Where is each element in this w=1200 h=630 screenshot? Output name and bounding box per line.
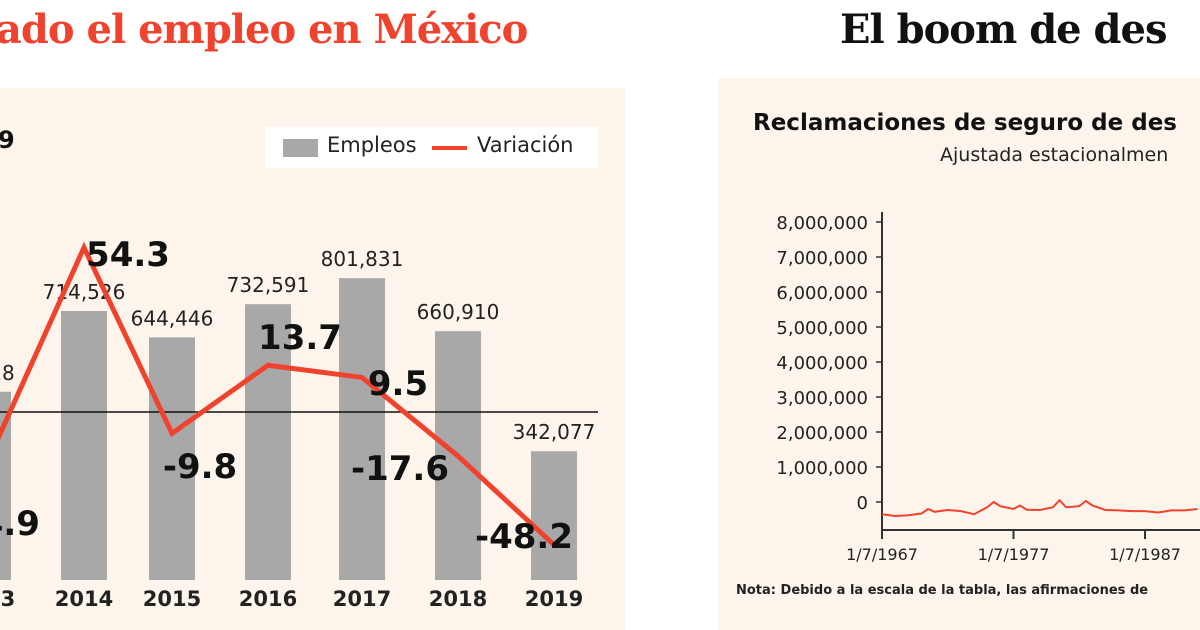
bar-2019 [531, 451, 577, 580]
x-tick-label: 1/7/1987 [1109, 545, 1181, 564]
bar-label-2013: 18 [0, 361, 15, 385]
variation-label-2013: 34.9 [0, 504, 40, 544]
bar-2016 [245, 304, 291, 580]
y-tick-label: 3,000,000 [776, 388, 868, 409]
x-tick-label: 1/7/1977 [978, 545, 1050, 564]
x-tick-2019: 2019 [525, 587, 583, 611]
x-tick-2018: 2018 [429, 587, 487, 611]
bar-2014 [61, 311, 107, 580]
right-title: El boom de des [840, 6, 1167, 53]
x-tick-label: 1/7/1967 [846, 545, 918, 564]
variation-label-2015: -9.8 [163, 447, 237, 487]
bar-2015 [149, 337, 195, 580]
right-chart-subtitle2: Ajustada estacionalmen [940, 144, 1169, 166]
variation-label-2014: 54.3 [86, 235, 170, 275]
y-tick-label: 1,000,000 [776, 458, 868, 479]
bar-label-2017: 801,831 [321, 247, 404, 271]
variation-label-2019: -48.2 [475, 517, 573, 557]
bar-label-2015: 644,446 [131, 306, 214, 330]
bar-2017 [339, 278, 385, 580]
claims-chart-panel [718, 78, 1200, 630]
x-tick-2017: 2017 [333, 587, 391, 611]
claims-line [881, 498, 1198, 518]
y-tick-label: 8,000,000 [776, 213, 868, 234]
bar-label-2014: 714,526 [43, 280, 126, 304]
bar-label-2019: 342,077 [513, 420, 596, 444]
left-title: ado el empleo en México [0, 6, 528, 53]
y-tick-label: 7,000,000 [776, 248, 868, 269]
variation-line [0, 241, 556, 547]
legend-bar-label: Empleos [327, 133, 417, 157]
right-chart-subtitle: Reclamaciones de seguro de des [753, 110, 1177, 136]
bar-label-2016: 732,591 [227, 273, 310, 297]
y-tick-label: 4,000,000 [776, 353, 868, 374]
x-tick-2014: 2014 [55, 587, 113, 611]
x-tick-2015: 2015 [143, 587, 201, 611]
bar-label-2018: 660,910 [417, 300, 500, 324]
x-tick-2016: 2016 [239, 587, 297, 611]
legend-bar-swatch [283, 139, 318, 157]
x-tick-2013: 2013 [0, 587, 15, 611]
bar-2013 [0, 391, 11, 580]
y-tick-label: 2,000,000 [776, 423, 868, 444]
legend-line-label: Variación [477, 133, 574, 157]
legend: Empleos Variación [265, 127, 598, 168]
right-chart-note: Nota: Debido a la escala de la tabla, la… [736, 583, 1149, 598]
legend-line-swatch [432, 146, 467, 150]
variation-label-2017: 9.5 [368, 364, 428, 404]
left-chart-subtitle: 9 [0, 126, 15, 154]
y-tick-label: 0 [857, 493, 868, 514]
y-tick-label: 5,000,000 [776, 318, 868, 339]
variation-label-2016: 13.7 [258, 318, 342, 358]
variation-label-2018: -17.6 [351, 449, 449, 489]
y-tick-label: 6,000,000 [776, 283, 868, 304]
